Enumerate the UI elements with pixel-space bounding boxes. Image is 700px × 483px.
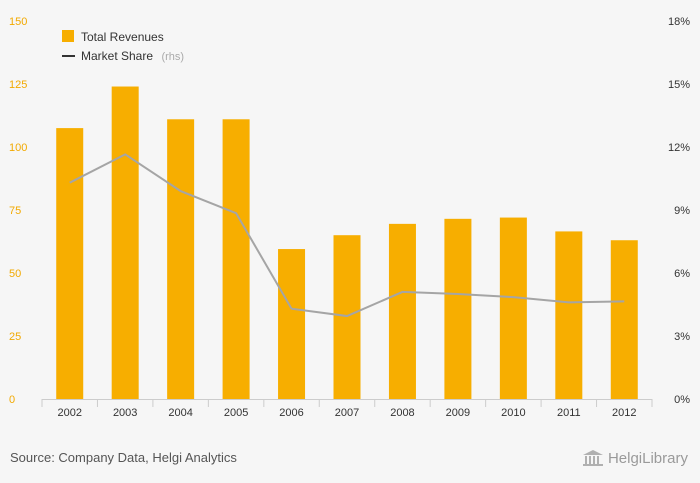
legend-market-share-suffix: (rhs) (161, 51, 184, 63)
x-tick-label: 2003 (113, 407, 137, 419)
right-tick-label: 18% (668, 16, 690, 28)
revenue-bar (444, 218, 472, 399)
left-tick-label: 50 (9, 268, 21, 280)
source-note: Source: Company Data, Helgi Analytics (10, 450, 237, 465)
x-tick-label: 2012 (612, 407, 636, 419)
x-tick-label: 2009 (446, 407, 470, 419)
right-axis-ticks: 0% 3% 6% 9% 12% 15% 18% (668, 16, 690, 406)
legend-label-market-share: Market Share (rhs) (81, 47, 184, 64)
right-tick-label: 3% (674, 331, 690, 343)
left-tick-label: 100 (9, 142, 27, 154)
legend-label-revenues: Total Revenues (81, 30, 164, 44)
left-tick-label: 75 (9, 205, 21, 217)
right-tick-label: 12% (668, 142, 690, 154)
helgi-library-logo: HelgiLibrary (582, 449, 688, 467)
revenue-bar (278, 249, 306, 399)
x-tick-label: 2008 (390, 407, 414, 419)
left-tick-label: 150 (9, 16, 27, 28)
right-tick-label: 0% (674, 394, 690, 406)
revenue-bar (56, 128, 84, 399)
revenue-bar (111, 86, 139, 400)
left-tick-label: 125 (9, 79, 27, 91)
x-tick-label: 2011 (557, 407, 581, 419)
market-share-line (69, 153, 625, 318)
left-tick-label: 0 (9, 394, 15, 406)
right-tick-label: 9% (674, 205, 690, 217)
right-tick-label: 15% (668, 79, 690, 91)
revenue-bar (167, 119, 195, 399)
legend-market-share-name: Market Share (81, 49, 153, 63)
market-share-line-layer (69, 153, 625, 318)
revenue-bar (222, 119, 250, 399)
library-building-icon (582, 450, 603, 466)
legend-swatch-revenues (62, 30, 74, 42)
logo-text: HelgiLibrary (607, 449, 688, 467)
revenue-bar (333, 235, 361, 399)
legend: Total Revenues Market Share (rhs) (62, 30, 184, 64)
x-axis-ticks: 2002 2003 2004 2005 2006 2007 2008 2009 2010 2011… (41, 399, 653, 419)
revenue-bar (388, 223, 416, 399)
bars (56, 86, 638, 400)
revenue-bar (499, 217, 527, 399)
x-tick-label: 2002 (57, 407, 81, 419)
right-tick-label: 6% (674, 268, 690, 280)
revenue-bar (555, 231, 583, 399)
left-axis-ticks: 0 25 50 75 100 125 150 (9, 16, 27, 406)
x-tick-label: 2006 (279, 407, 303, 419)
x-tick-label: 2007 (335, 407, 359, 419)
x-tick-label: 2010 (501, 407, 525, 419)
left-tick-label: 25 (9, 331, 21, 343)
x-tick-label: 2004 (168, 407, 192, 419)
revenue-bar (610, 240, 638, 399)
x-tick-label: 2005 (224, 407, 248, 419)
